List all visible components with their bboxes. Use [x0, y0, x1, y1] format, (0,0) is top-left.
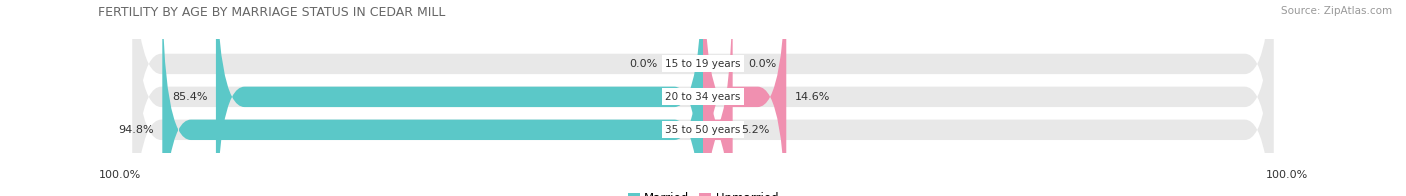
- Text: Source: ZipAtlas.com: Source: ZipAtlas.com: [1281, 6, 1392, 16]
- Text: 35 to 50 years: 35 to 50 years: [665, 125, 741, 135]
- Text: 15 to 19 years: 15 to 19 years: [665, 59, 741, 69]
- Text: FERTILITY BY AGE BY MARRIAGE STATUS IN CEDAR MILL: FERTILITY BY AGE BY MARRIAGE STATUS IN C…: [98, 6, 446, 19]
- FancyBboxPatch shape: [703, 0, 733, 196]
- Text: 100.0%: 100.0%: [1265, 170, 1308, 180]
- Text: 0.0%: 0.0%: [628, 59, 658, 69]
- FancyBboxPatch shape: [132, 0, 1274, 196]
- FancyBboxPatch shape: [132, 0, 1274, 196]
- Text: 94.8%: 94.8%: [118, 125, 153, 135]
- Text: 85.4%: 85.4%: [172, 92, 207, 102]
- Text: 5.2%: 5.2%: [741, 125, 769, 135]
- FancyBboxPatch shape: [217, 0, 703, 196]
- FancyBboxPatch shape: [703, 0, 786, 196]
- Text: 100.0%: 100.0%: [98, 170, 141, 180]
- Text: 20 to 34 years: 20 to 34 years: [665, 92, 741, 102]
- Legend: Married, Unmarried: Married, Unmarried: [623, 187, 783, 196]
- Text: 14.6%: 14.6%: [794, 92, 830, 102]
- FancyBboxPatch shape: [162, 0, 703, 196]
- FancyBboxPatch shape: [132, 0, 1274, 196]
- Text: 0.0%: 0.0%: [748, 59, 778, 69]
